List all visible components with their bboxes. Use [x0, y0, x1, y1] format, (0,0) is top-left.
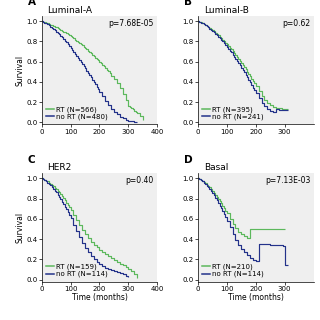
X-axis label: Time (months): Time (months) [228, 293, 284, 302]
Y-axis label: Survival: Survival [16, 212, 25, 243]
Legend: RT (N=395), no RT (N=241): RT (N=395), no RT (N=241) [201, 106, 265, 121]
Text: Basal: Basal [204, 164, 228, 172]
Text: C: C [28, 155, 35, 164]
Text: A: A [28, 0, 36, 7]
Text: B: B [184, 0, 192, 7]
Text: p=0.62: p=0.62 [282, 19, 310, 28]
Text: Luminal-A: Luminal-A [47, 6, 92, 15]
Text: HER2: HER2 [47, 164, 72, 172]
Text: p=7.68E-05: p=7.68E-05 [108, 19, 154, 28]
Y-axis label: Survival: Survival [16, 55, 25, 86]
Text: D: D [184, 155, 193, 164]
Text: p=0.40: p=0.40 [126, 176, 154, 186]
Legend: RT (N=159), no RT (N=114): RT (N=159), no RT (N=114) [45, 263, 108, 278]
X-axis label: Time (months): Time (months) [72, 293, 127, 302]
Legend: RT (N=210), no RT (N=114): RT (N=210), no RT (N=114) [201, 263, 265, 278]
Text: Luminal-B: Luminal-B [204, 6, 249, 15]
Legend: RT (N=566), no RT (N=480): RT (N=566), no RT (N=480) [45, 106, 108, 121]
Text: p=7.13E-03: p=7.13E-03 [265, 176, 310, 186]
